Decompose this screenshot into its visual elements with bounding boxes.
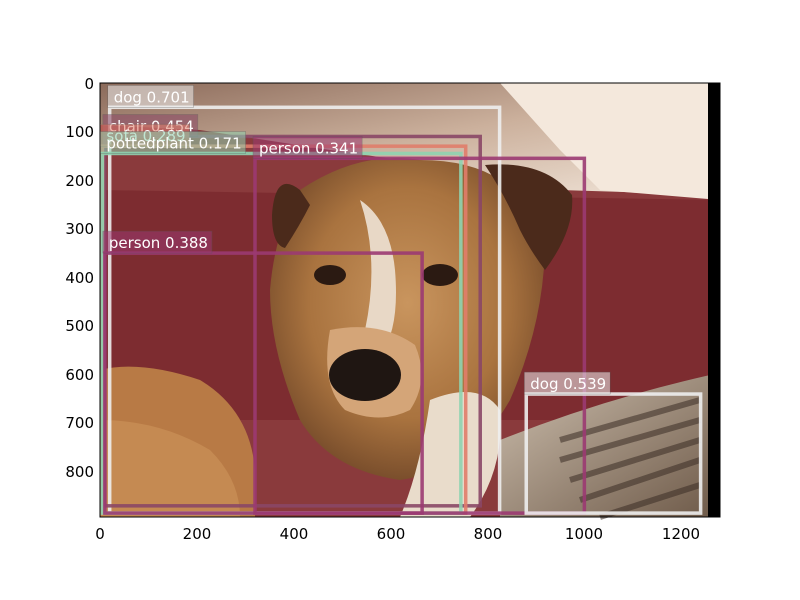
y-tick-label: 500 — [65, 317, 94, 335]
detection-box-dog — [524, 392, 703, 515]
detection-label-background — [102, 230, 213, 254]
detection-label-text: dog 0.539 — [530, 375, 606, 393]
detection-label-text: pottedplant 0.171 — [106, 134, 241, 152]
y-tick-label: 600 — [65, 366, 94, 384]
detection-label-background — [524, 371, 611, 395]
detection-label-person: person 0.341 — [252, 136, 363, 159]
detection-overlays: dog 0.701chair 0.454sofa 0.289pottedplan… — [100, 85, 703, 515]
y-tick-label: 0 — [84, 75, 94, 93]
detection-box-person — [103, 251, 424, 515]
x-tick-label: 1200 — [662, 525, 700, 543]
detection-label-dog: dog 0.701 — [107, 85, 194, 108]
detection-label-background — [107, 85, 194, 108]
detection-label-dog: dog 0.539 — [524, 371, 611, 395]
y-tick-label: 800 — [65, 463, 94, 481]
axes-frame — [99, 82, 721, 518]
x-tick-label: 600 — [377, 525, 406, 543]
y-axis-ticks: 0 100 200 300 400 500 600 700 800 — [65, 75, 94, 481]
detection-label-background — [100, 131, 246, 154]
y-tick-label: 400 — [65, 269, 94, 287]
x-tick-label: 0 — [95, 525, 105, 543]
detection-label-background — [252, 136, 363, 159]
x-tick-label: 1000 — [565, 525, 603, 543]
x-tick-label: 800 — [474, 525, 503, 543]
y-tick-label: 200 — [65, 172, 94, 190]
detection-label-text: person 0.388 — [109, 234, 208, 252]
x-axis-ticks: 0 200 400 600 800 1000 1200 — [95, 525, 700, 543]
x-tick-label: 200 — [183, 525, 212, 543]
detection-label-person: person 0.388 — [102, 230, 213, 254]
detection-label-pottedplant: pottedplant 0.171 — [100, 131, 246, 154]
x-tick-label: 400 — [280, 525, 309, 543]
y-tick-label: 100 — [65, 123, 94, 141]
y-tick-label: 300 — [65, 220, 94, 238]
y-tick-label: 700 — [65, 414, 94, 432]
detection-label-text: dog 0.701 — [114, 88, 190, 106]
detection-label-text: person 0.341 — [259, 139, 358, 157]
